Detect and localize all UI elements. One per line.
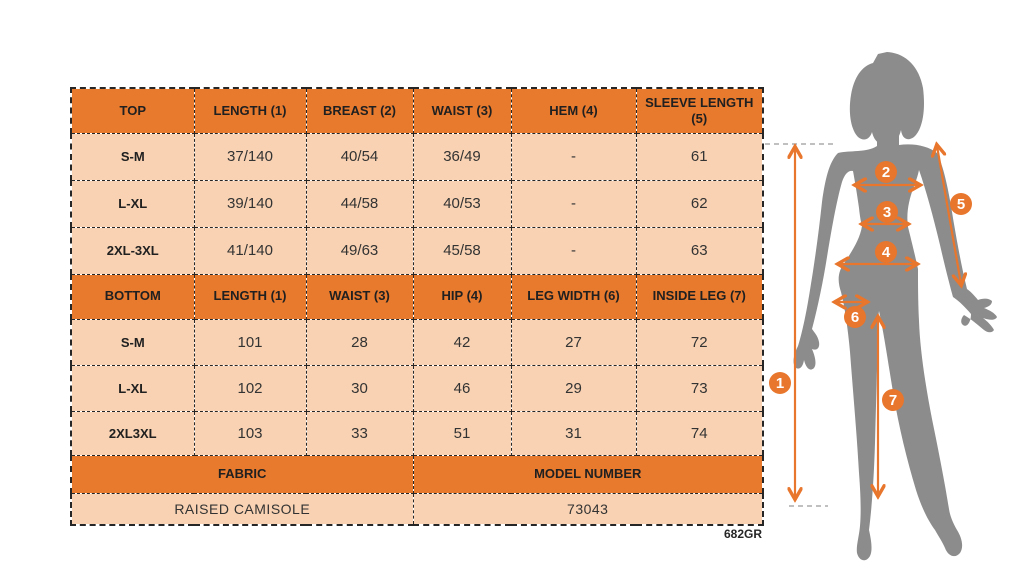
model-number-header: MODEL NUMBER bbox=[412, 454, 764, 494]
footer-value-row: RAISED CAMISOLE 73043 bbox=[70, 492, 764, 526]
value-cell: 40/54 bbox=[305, 132, 414, 181]
marker-3: 3 bbox=[876, 201, 898, 223]
value-cell: 37/140 bbox=[193, 132, 307, 181]
value-cell: 31 bbox=[510, 410, 637, 456]
marker-5: 5 bbox=[950, 193, 972, 215]
value-cell: 36/49 bbox=[412, 132, 512, 181]
value-cell: 46 bbox=[412, 364, 512, 412]
col-header-length: LENGTH (1) bbox=[193, 273, 307, 320]
fabric-value: RAISED CAMISOLE bbox=[70, 492, 414, 526]
col-header-leg-width: LEG WIDTH (6) bbox=[510, 273, 637, 320]
size-cell: L-XL bbox=[70, 364, 195, 412]
table-row: L-XL 39/140 44/58 40/53 - 62 bbox=[70, 179, 764, 228]
table-row: 2XL3XL 103 33 51 31 74 bbox=[70, 410, 764, 456]
value-cell: 103 bbox=[193, 410, 307, 456]
size-cell: 2XL3XL bbox=[70, 410, 195, 456]
silhouette-head bbox=[849, 52, 924, 146]
svg-text:3: 3 bbox=[883, 204, 891, 221]
value-cell: 27 bbox=[510, 318, 637, 366]
col-header-sleeve-length: SLEEVE LENGTH (5) bbox=[635, 87, 764, 134]
col-header-length: LENGTH (1) bbox=[193, 87, 307, 134]
value-cell: 41/140 bbox=[193, 226, 307, 275]
table-row: S-M 37/140 40/54 36/49 - 61 bbox=[70, 132, 764, 181]
model-number-value: 73043 bbox=[412, 492, 764, 526]
col-header-top: TOP bbox=[70, 87, 195, 134]
top-header-row: TOP LENGTH (1) BREAST (2) WAIST (3) HEM … bbox=[70, 87, 764, 134]
footer-header-row: FABRIC MODEL NUMBER bbox=[70, 454, 764, 494]
value-cell: 40/53 bbox=[412, 179, 512, 228]
col-header-bottom: BOTTOM bbox=[70, 273, 195, 320]
svg-text:5: 5 bbox=[957, 196, 965, 213]
value-cell: 42 bbox=[412, 318, 512, 366]
col-header-waist: WAIST (3) bbox=[412, 87, 512, 134]
value-cell: 45/58 bbox=[412, 226, 512, 275]
value-cell: - bbox=[510, 226, 637, 275]
value-cell: 62 bbox=[635, 179, 764, 228]
size-cell: S-M bbox=[70, 318, 195, 366]
value-cell: - bbox=[510, 132, 637, 181]
style-code: 682GR bbox=[723, 527, 762, 541]
table-row: S-M 101 28 42 27 72 bbox=[70, 318, 764, 366]
col-header-inside-leg: INSIDE LEG (7) bbox=[635, 273, 764, 320]
table-row: 2XL-3XL 41/140 49/63 45/58 - 63 bbox=[70, 226, 764, 275]
col-header-waist: WAIST (3) bbox=[305, 273, 414, 320]
size-cell: S-M bbox=[70, 132, 195, 181]
svg-text:4: 4 bbox=[882, 244, 891, 261]
value-cell: 39/140 bbox=[193, 179, 307, 228]
value-cell: 28 bbox=[305, 318, 414, 366]
value-cell: 61 bbox=[635, 132, 764, 181]
woman-silhouette bbox=[793, 52, 997, 561]
marker-6: 6 bbox=[844, 306, 866, 328]
col-header-breast: BREAST (2) bbox=[305, 87, 414, 134]
value-cell: 49/63 bbox=[305, 226, 414, 275]
value-cell: 74 bbox=[635, 410, 764, 456]
value-cell: 29 bbox=[510, 364, 637, 412]
value-cell: - bbox=[510, 179, 637, 228]
marker-7: 7 bbox=[882, 389, 904, 411]
value-cell: 30 bbox=[305, 364, 414, 412]
value-cell: 102 bbox=[193, 364, 307, 412]
marker-4: 4 bbox=[875, 241, 897, 263]
col-header-hip: HIP (4) bbox=[412, 273, 512, 320]
svg-text:7: 7 bbox=[889, 392, 897, 409]
col-header-hem: HEM (4) bbox=[510, 87, 637, 134]
value-cell: 101 bbox=[193, 318, 307, 366]
value-cell: 73 bbox=[635, 364, 764, 412]
size-chart-table: TOP LENGTH (1) BREAST (2) WAIST (3) HEM … bbox=[70, 87, 764, 526]
size-cell: L-XL bbox=[70, 179, 195, 228]
measure-arrow-sleeve-5 bbox=[937, 146, 961, 284]
size-cell: 2XL-3XL bbox=[70, 226, 195, 275]
value-cell: 72 bbox=[635, 318, 764, 366]
svg-text:2: 2 bbox=[882, 164, 890, 181]
table-row: L-XL 102 30 46 29 73 bbox=[70, 364, 764, 412]
value-cell: 51 bbox=[412, 410, 512, 456]
fabric-header: FABRIC bbox=[70, 454, 414, 494]
svg-text:6: 6 bbox=[851, 309, 859, 326]
value-cell: 63 bbox=[635, 226, 764, 275]
value-cell: 44/58 bbox=[305, 179, 414, 228]
value-cell: 33 bbox=[305, 410, 414, 456]
marker-1: 1 bbox=[769, 372, 791, 394]
svg-text:1: 1 bbox=[776, 375, 784, 392]
marker-2: 2 bbox=[875, 161, 897, 183]
bottom-header-row: BOTTOM LENGTH (1) WAIST (3) HIP (4) LEG … bbox=[70, 273, 764, 320]
measurement-diagram: 1 2 3 4 5 6 7 bbox=[765, 52, 997, 561]
